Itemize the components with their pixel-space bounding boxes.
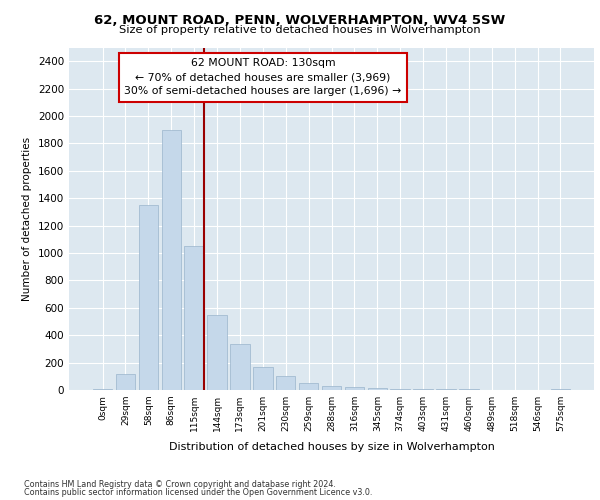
Text: Size of property relative to detached houses in Wolverhampton: Size of property relative to detached ho… [119,25,481,35]
Bar [161,130,181,390]
Bar [344,386,364,390]
X-axis label: Distribution of detached houses by size in Wolverhampton: Distribution of detached houses by size … [169,442,494,452]
Bar [208,314,227,390]
Bar [322,386,341,390]
Bar [139,205,158,390]
Bar [299,383,319,390]
Bar [551,388,570,390]
Y-axis label: Number of detached properties: Number of detached properties [22,136,32,301]
Bar [184,246,204,390]
Bar [391,388,410,390]
Text: 62 MOUNT ROAD: 130sqm
← 70% of detached houses are smaller (3,969)
30% of semi-d: 62 MOUNT ROAD: 130sqm ← 70% of detached … [124,58,401,96]
Bar [93,388,112,390]
Bar [276,376,295,390]
Text: Contains public sector information licensed under the Open Government Licence v3: Contains public sector information licen… [24,488,373,497]
Bar [436,388,455,390]
Text: Contains HM Land Registry data © Crown copyright and database right 2024.: Contains HM Land Registry data © Crown c… [24,480,336,489]
Text: 62, MOUNT ROAD, PENN, WOLVERHAMPTON, WV4 5SW: 62, MOUNT ROAD, PENN, WOLVERHAMPTON, WV4… [94,14,506,27]
Bar [116,374,135,390]
Bar [230,344,250,390]
Bar [368,388,387,390]
Bar [253,366,272,390]
